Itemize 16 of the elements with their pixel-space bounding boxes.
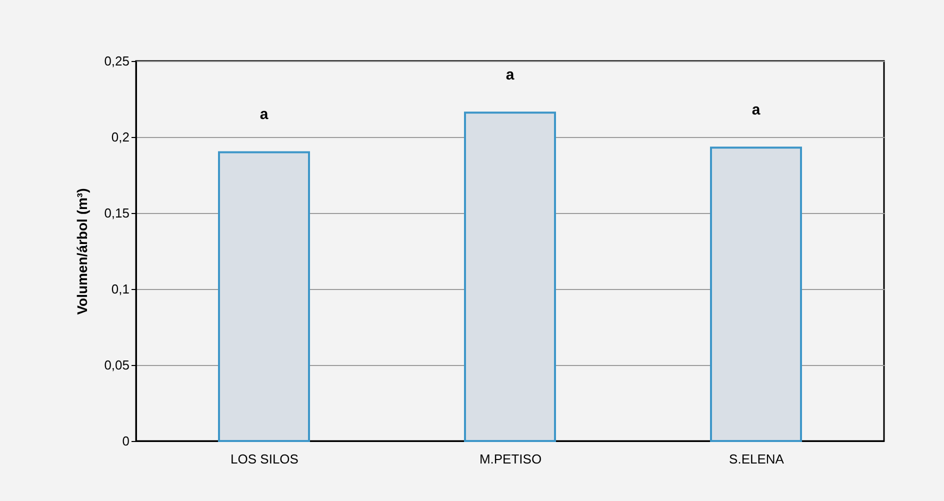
y-axis-title: Volumen/árbol (m³) <box>74 188 90 315</box>
x-tick-label: M.PETISO <box>479 452 542 466</box>
x-tick-label: S.ELENA <box>729 452 784 466</box>
y-tick-label: 0,05 <box>104 358 130 372</box>
bar <box>218 151 310 442</box>
bar <box>464 112 556 442</box>
annotation: a <box>260 106 269 124</box>
bar <box>710 146 802 442</box>
annotation: a <box>506 66 515 84</box>
y-tick-label: 0,25 <box>104 54 130 68</box>
y-tick-label: 0,15 <box>104 206 130 220</box>
annotation: a <box>752 102 761 119</box>
x-tick-label: LOS SILOS <box>230 452 299 466</box>
y-tick-label: 0,1 <box>111 282 130 296</box>
y-tick-label: 0 <box>122 434 130 448</box>
y-tick-label: 0,2 <box>111 130 130 144</box>
